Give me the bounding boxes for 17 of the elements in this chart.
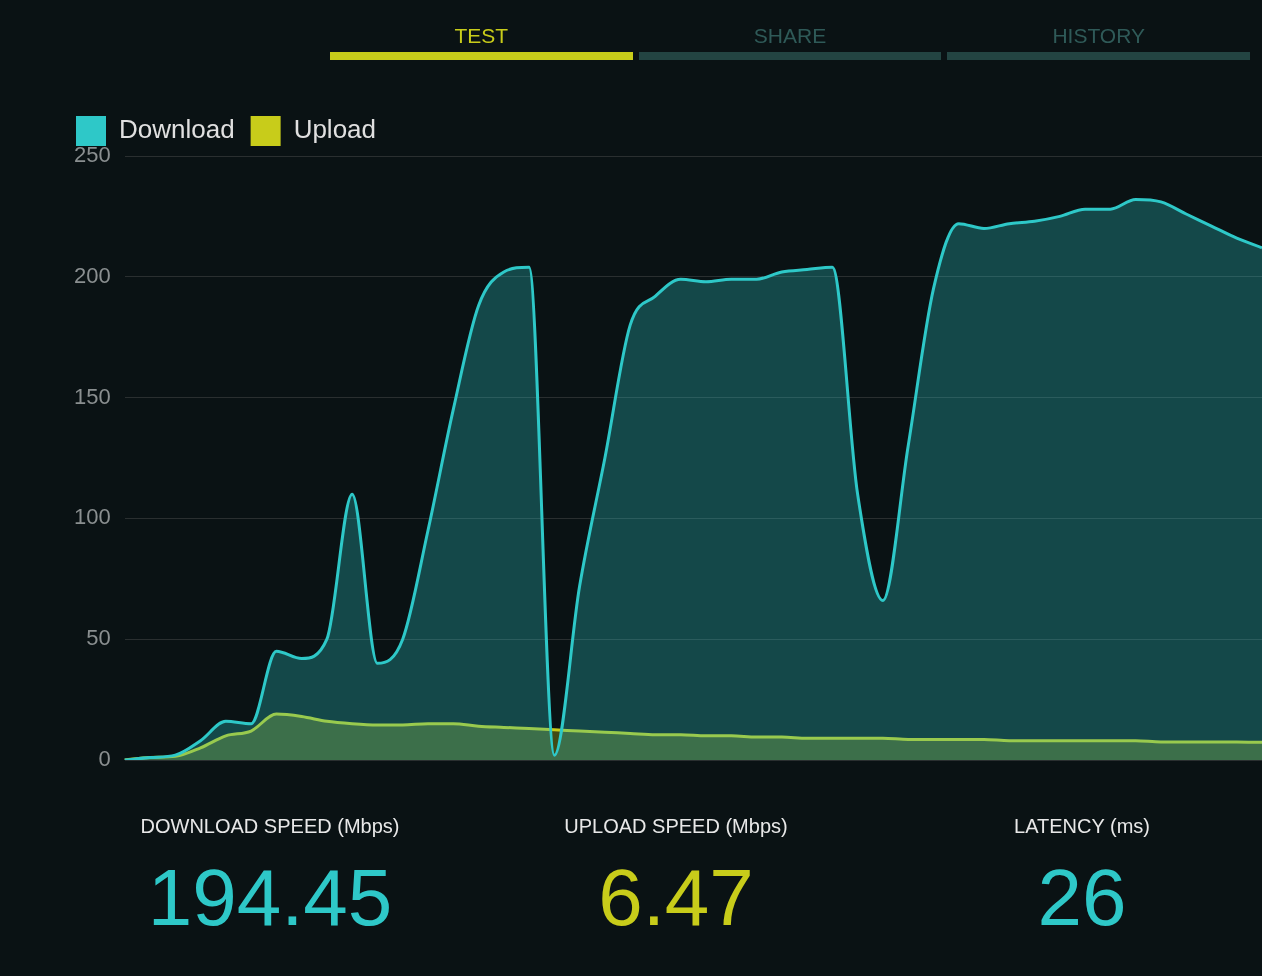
text: SHARE [638, 24, 942, 60]
y-tick-label: 200 [73, 262, 111, 288]
text: 6.47 [597, 852, 755, 944]
text: LATENCY (ms) [1013, 815, 1151, 838]
text: HISTORY [947, 24, 1251, 60]
text: DOWNLOAD SPEED (Mbps) [139, 815, 401, 838]
legend-label: Download [119, 114, 235, 145]
text: UPLOAD SPEED (Mbps) [563, 815, 789, 838]
text: TEST [330, 24, 633, 60]
y-tick-label: 0 [98, 746, 111, 772]
y-tick-label: 100 [73, 504, 111, 530]
y-tick-label: 150 [73, 383, 111, 409]
y-tick-label: 50 [86, 625, 111, 651]
text: 26 [1036, 852, 1128, 944]
legend-label: Upload [293, 114, 377, 145]
y-tick-label: 250 [73, 142, 111, 168]
text: 194.45 [146, 852, 394, 944]
